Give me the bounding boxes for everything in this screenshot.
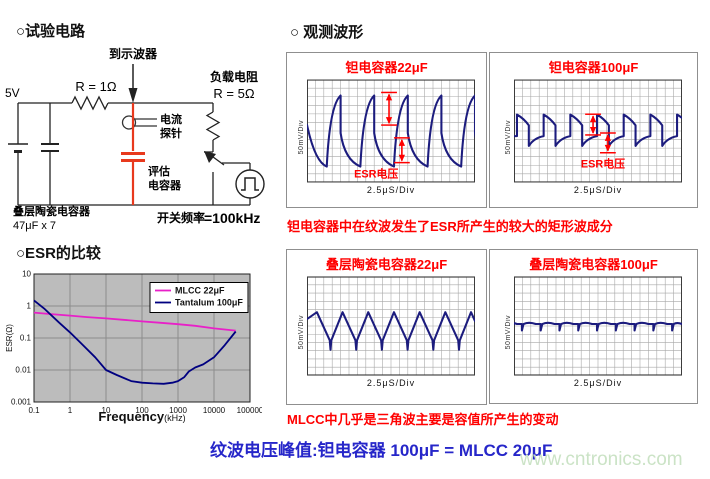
plot-border	[33, 273, 251, 403]
x-tick-label: 10	[102, 406, 111, 415]
switching-freq-value: =100kHz	[204, 210, 260, 226]
legend-entry-label: Tantalum 100μF	[175, 298, 243, 308]
series-mlcc	[33, 311, 236, 332]
esr-section-title: ○ESR的比较	[16, 245, 101, 262]
arrow-head-down	[604, 144, 612, 152]
resistor-r1-symbol	[71, 95, 109, 111]
to-oscilloscope-label: 到示波器	[109, 46, 158, 61]
x-tick-label: 100	[135, 406, 149, 415]
supply-label: 5V	[5, 86, 20, 100]
scope-panel-tantalum-100uf: 钽电容器100μF 50mV/Div ESR电压 2.5μS/Div	[489, 52, 698, 208]
circuit-section-title: ○试验电路	[16, 23, 86, 40]
vertical-scale-label: 50mV/Div	[505, 119, 512, 155]
legend-box	[149, 282, 249, 313]
ceramic-bank-label-2: 47μF x 7	[13, 220, 56, 232]
pulse-generator-symbol	[235, 169, 265, 199]
waveform-trace	[514, 113, 682, 147]
scope-gridlines	[307, 276, 475, 376]
scope-panel-mlcc-100uf: 叠层陶瓷电容器100μF 50mV/Div 2.5μS/Div	[489, 249, 698, 404]
scope-border	[514, 276, 682, 376]
current-probe-label-2: 探针	[160, 126, 182, 140]
esr-annotation	[585, 113, 616, 154]
panel-title: 钽电容器22μF	[345, 60, 428, 75]
panel-title: 叠层陶瓷电容器100μF	[529, 257, 658, 272]
y-tick-label: 0.1	[20, 334, 32, 343]
arrow-head-up	[398, 138, 406, 146]
ripple-summary-text: 纹波电压峰值:钽电容器 100μF = MLCC 20μF	[210, 441, 553, 460]
arrow-head-up	[385, 93, 393, 101]
panel-title: 钽电容器100μF	[548, 60, 639, 75]
vertical-scale-label: 50mV/Div	[298, 119, 305, 155]
vertical-scale-label: 50mV/Div	[505, 314, 512, 350]
oscilloscope-screen	[307, 276, 475, 376]
x-tick-label: 1000	[169, 406, 187, 415]
series-tantalum	[33, 299, 237, 385]
current-probe-label-1: 电流	[160, 112, 182, 126]
x-tick-label: 100000	[237, 406, 262, 415]
esr-voltage-label: ESR电压	[581, 157, 625, 171]
scope-panel-mlcc-22uf: 叠层陶瓷电容器22μF 50mV/Div 2.5μS/Div	[286, 249, 487, 405]
time-scale-label: 2.5μS/Div	[573, 378, 623, 388]
time-scale-label: 2.5μS/Div	[366, 378, 416, 388]
legend-entry-label: MLCC 22μF	[175, 286, 225, 296]
panel-title: 叠层陶瓷电容器22μF	[325, 257, 448, 272]
scope-border	[514, 79, 682, 183]
x-tick-label: 1	[68, 406, 73, 415]
arrow-head-up	[589, 115, 597, 123]
y-axis-label: ESR(Ω)	[5, 324, 14, 352]
y-tick-label: 1	[27, 302, 32, 311]
scope-panel-tantalum-22uf: 钽电容器22μF 50mV/Div ESR电压 2.5μS/Div	[286, 52, 487, 208]
load-resistor-symbol	[205, 111, 221, 141]
time-scale-label: 2.5μS/Div	[573, 185, 623, 195]
load-value-label: R = 5Ω	[213, 86, 254, 101]
x-axis-label: Frequency(kHz)	[98, 409, 185, 424]
oscilloscope-screen: ESR电压	[514, 79, 682, 183]
y-tick-label: 0.01	[15, 366, 31, 375]
ceramic-bank-label-1: 叠层陶瓷电容器	[13, 204, 91, 218]
r1-label: R = 1Ω	[75, 79, 116, 94]
x-tick-label: 10000	[203, 406, 226, 415]
load-name-label: 负载电阻	[210, 69, 258, 84]
tantalum-caption: 钽电容器中在纹波发生了ESR所产生的较大的矩形波成分	[287, 219, 613, 234]
waveform-trace	[307, 94, 475, 168]
eval-cap-label-1: 评估	[148, 164, 170, 178]
scope-border	[307, 276, 475, 376]
arrow-head-down	[398, 154, 406, 162]
oscilloscope-arrow-icon	[128, 64, 138, 103]
esr-annotation	[381, 91, 410, 164]
esr-voltage-label: ESR电压	[354, 166, 398, 180]
scope-gridlines	[514, 79, 682, 183]
oscilloscope-screen	[514, 276, 682, 376]
circuit-diagram: 到示波器 R = 1Ω 5V 负载电阻 R = 5Ω 电流 探针 评估 电容器 …	[5, 46, 265, 232]
arrow-head-up	[604, 133, 612, 141]
scope-gridlines	[514, 276, 682, 376]
switch-arrowhead	[204, 151, 216, 163]
arrow-head-down	[385, 117, 393, 125]
waveform-trace	[307, 311, 475, 351]
waveform-section-title: ○ 观测波形	[290, 24, 364, 41]
eval-cap-label-2: 电容器	[148, 178, 182, 192]
current-probe-symbol	[121, 115, 157, 130]
evaluation-capacitor-branch	[121, 103, 145, 205]
y-tick-label: 10	[22, 270, 31, 279]
y-tick-label: 0.001	[11, 398, 32, 407]
input-capacitor-symbol	[41, 143, 59, 152]
scope-gridlines	[307, 79, 475, 183]
x-tick-label: 0.1	[28, 406, 40, 415]
time-scale-label: 2.5μS/Div	[366, 185, 416, 195]
arrow-head-down	[589, 127, 597, 134]
mlcc-caption: MLCC中几乎是三角波主要是容值所产生的变动	[287, 412, 559, 427]
vertical-scale-label: 50mV/Div	[298, 314, 305, 350]
oscilloscope-screen: ESR电压	[307, 79, 475, 183]
switching-freq-label: 开关频率	[157, 210, 205, 225]
watermark: www.cntronics.com	[520, 449, 683, 470]
battery-symbol	[8, 143, 28, 153]
waveform-trace	[514, 321, 682, 332]
